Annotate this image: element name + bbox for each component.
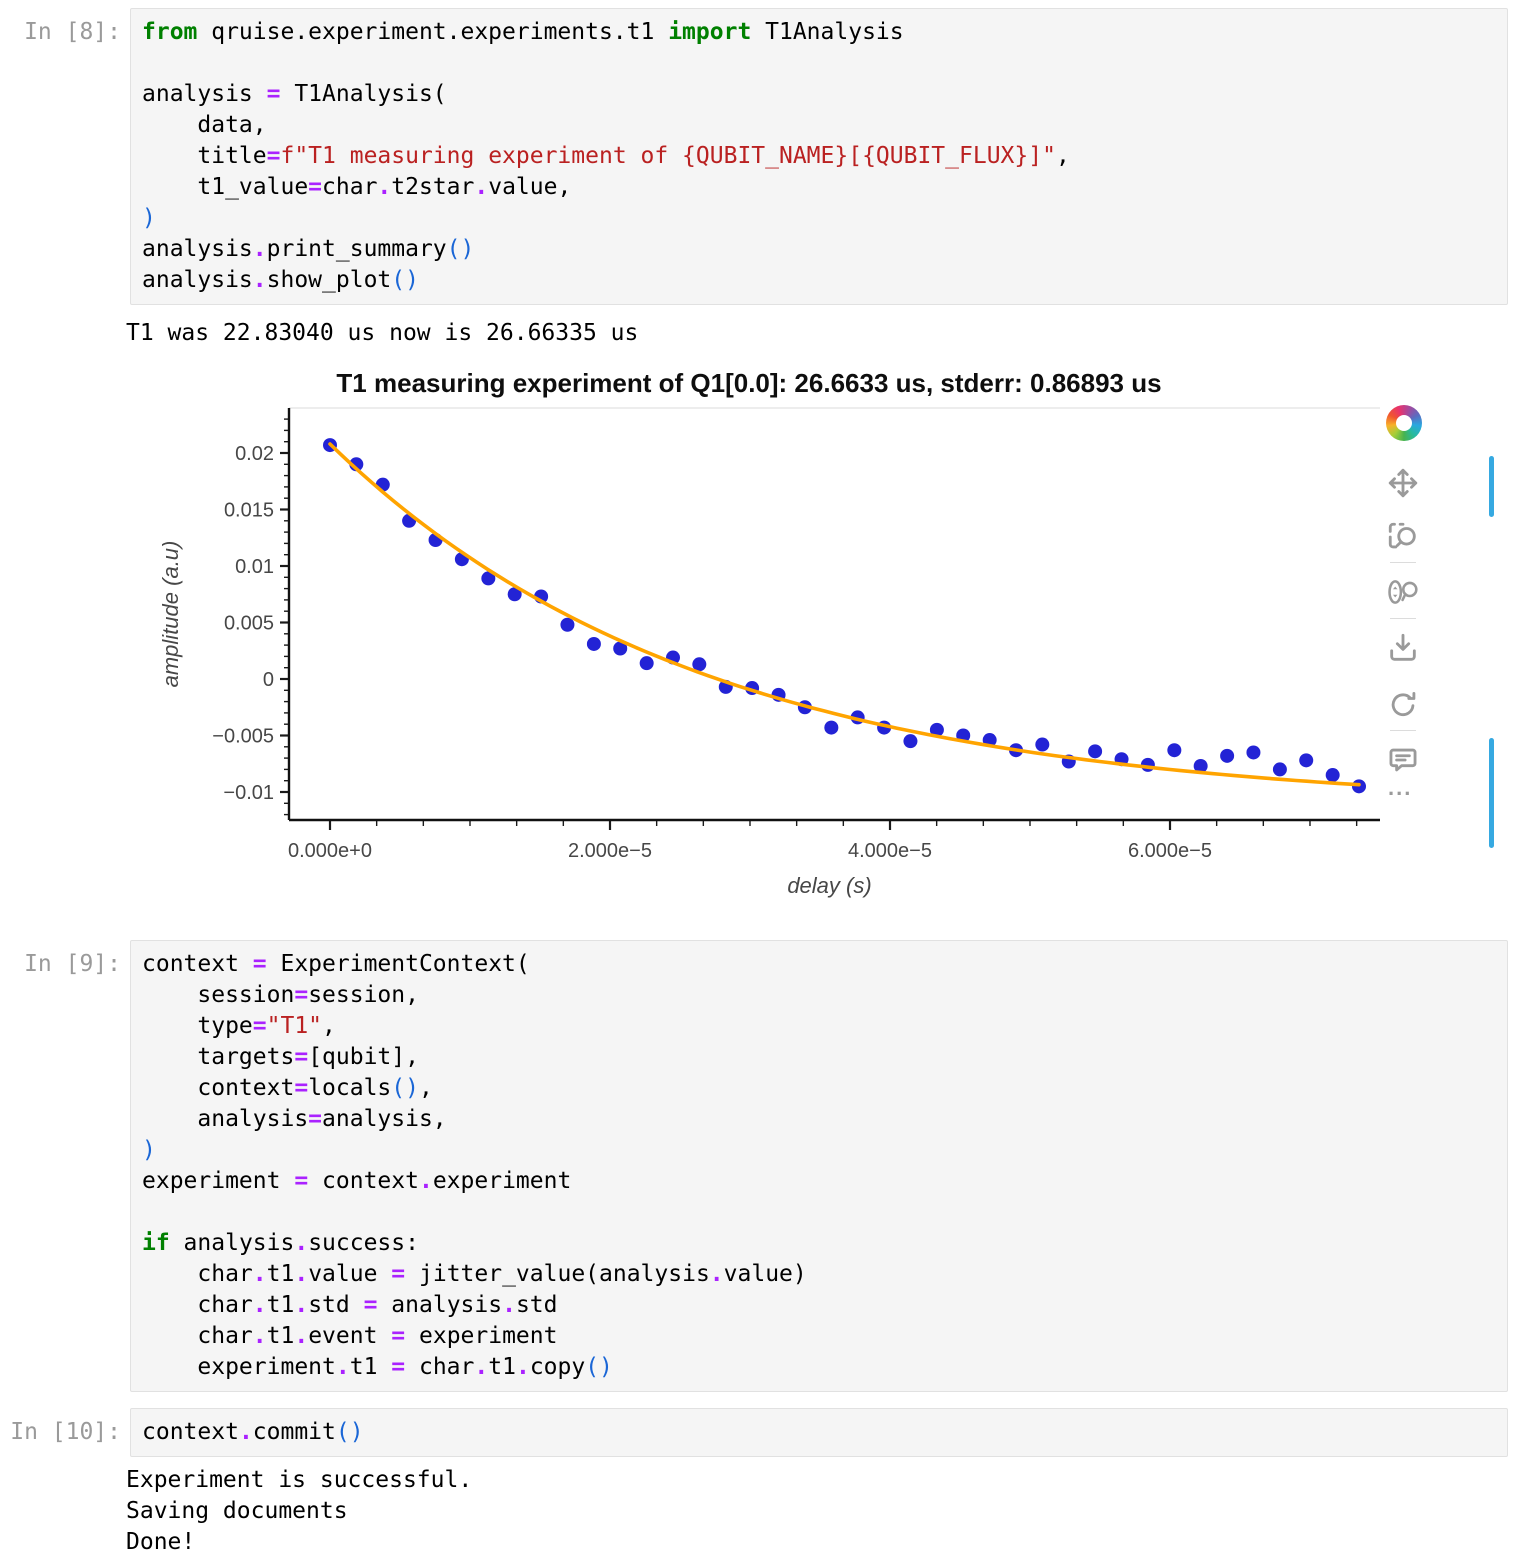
- y-tick-label: 0.015: [224, 500, 274, 522]
- code-line: char.t1.event = experiment: [142, 1323, 558, 1349]
- y-tick-label: 0.005: [224, 613, 274, 635]
- measured-points: [323, 438, 1366, 794]
- code-line: session=session,: [142, 982, 419, 1008]
- stdout-commit-line2: Saving documents: [126, 1498, 348, 1524]
- modebar-separator: [1390, 730, 1416, 731]
- code-cell-8[interactable]: from qruise.experiment.experiments.t1 im…: [130, 8, 1508, 305]
- x-tick-label: 2.000e−5: [568, 840, 652, 862]
- x-tick-label: 0.000e+0: [288, 840, 372, 862]
- data-point: [639, 656, 654, 671]
- y-tick-label: −0.01: [223, 782, 274, 804]
- more-options-icon[interactable]: ...: [1388, 775, 1413, 800]
- code-line: [142, 48, 1507, 79]
- scroll-indicator: [1489, 456, 1494, 517]
- code-editor-10[interactable]: context.commit(): [131, 1409, 1507, 1456]
- data-point: [1299, 753, 1314, 768]
- input-prompt-8: In [8]:: [24, 19, 121, 45]
- y-tick-label: −0.005: [212, 726, 274, 748]
- code-line: analysis.show_plot(): [142, 267, 419, 293]
- plot-title: T1 measuring experiment of Q1[0.0]: 26.6…: [336, 368, 1162, 398]
- code-line: experiment = context.experiment: [142, 1168, 572, 1194]
- data-point: [1193, 759, 1208, 774]
- data-point: [1220, 748, 1235, 763]
- y-tick-label: 0.02: [235, 443, 274, 465]
- code-editor-9[interactable]: context = ExperimentContext( session=ses…: [131, 941, 1507, 1391]
- y-tick-label: 0.01: [235, 556, 274, 578]
- data-point: [1088, 744, 1103, 759]
- y-tick-label: 0: [263, 669, 274, 691]
- input-prompt-10: In [10]:: [10, 1419, 121, 1445]
- data-point: [1246, 745, 1261, 760]
- code-line: if analysis.success:: [142, 1230, 419, 1256]
- data-point: [824, 720, 839, 735]
- t1-plot-figure: T1 measuring experiment of Q1[0.0]: 26.6…: [118, 363, 1380, 903]
- fit-line: [328, 442, 1361, 787]
- scroll-indicator: [1489, 738, 1494, 848]
- data-point: [507, 587, 522, 602]
- code-line: analysis.print_summary(): [142, 236, 475, 262]
- code-line: analysis=analysis,: [142, 1106, 447, 1132]
- code-line: targets=[qubit],: [142, 1044, 419, 1070]
- data-point: [1167, 743, 1182, 758]
- data-point: [692, 657, 707, 672]
- x-axis-title: delay (s): [787, 873, 871, 898]
- code-line: data,: [142, 112, 267, 138]
- code-line: char.t1.std = analysis.std: [142, 1292, 558, 1318]
- data-point: [1272, 762, 1287, 777]
- code-cell-10[interactable]: context.commit(): [130, 1408, 1508, 1457]
- data-point: [1035, 737, 1050, 752]
- code-line: ): [142, 205, 156, 231]
- stdout-t1-summary: T1 was 22.83040 us now is 26.66335 us: [126, 320, 639, 346]
- data-point: [903, 734, 918, 749]
- input-prompt-9: In [9]:: [24, 951, 121, 977]
- data-point: [1325, 768, 1340, 783]
- data-point: [586, 636, 601, 651]
- data-point: [613, 641, 628, 656]
- stdout-commit-line1: Experiment is successful.: [126, 1467, 473, 1493]
- code-line: type="T1",: [142, 1013, 336, 1039]
- data-point: [929, 722, 944, 737]
- code-line: ): [142, 1137, 156, 1163]
- plotly-logo-icon[interactable]: [1386, 405, 1422, 441]
- axis-zoom-icon[interactable]: [1386, 575, 1420, 609]
- code-line: char.t1.value = jitter_value(analysis.va…: [142, 1261, 807, 1287]
- y-axis-title: amplitude (a.u): [158, 541, 183, 688]
- modebar-separator: [1390, 618, 1416, 619]
- pan-icon[interactable]: [1386, 466, 1420, 500]
- t1-decay-chart[interactable]: 0.02 0.015 0.01 0.005 0 −0.005 −0.01 0.000e+0 2.…: [118, 363, 1380, 903]
- zoom-window-icon[interactable]: [1386, 520, 1420, 554]
- code-line: t1_value=char.t2star.value,: [142, 174, 572, 200]
- code-line: context=locals(),: [142, 1075, 433, 1101]
- code-line: experiment.t1 = char.t1.copy(): [142, 1354, 613, 1380]
- data-point: [481, 571, 496, 586]
- code-line: from qruise.experiment.experiments.t1 im…: [142, 19, 904, 45]
- code-cell-9[interactable]: context = ExperimentContext( session=ses…: [130, 940, 1508, 1392]
- stdout-commit-line3: Done!: [126, 1529, 196, 1555]
- comment-icon[interactable]: [1386, 743, 1420, 777]
- reset-axes-icon[interactable]: [1386, 688, 1420, 722]
- code-line: [142, 1197, 1507, 1228]
- code-editor-8[interactable]: from qruise.experiment.experiments.t1 im…: [131, 9, 1507, 304]
- code-line: context = ExperimentContext(: [142, 951, 530, 977]
- code-line: title=f"T1 measuring experiment of {QUBI…: [142, 143, 1070, 169]
- data-point: [560, 617, 575, 632]
- modebar-separator: [1390, 562, 1416, 563]
- code-line: analysis = T1Analysis(: [142, 81, 447, 107]
- code-line: context.commit(): [142, 1419, 364, 1445]
- x-tick-label: 4.000e−5: [848, 840, 932, 862]
- x-tick-label: 6.000e−5: [1128, 840, 1212, 862]
- download-icon[interactable]: [1386, 631, 1420, 665]
